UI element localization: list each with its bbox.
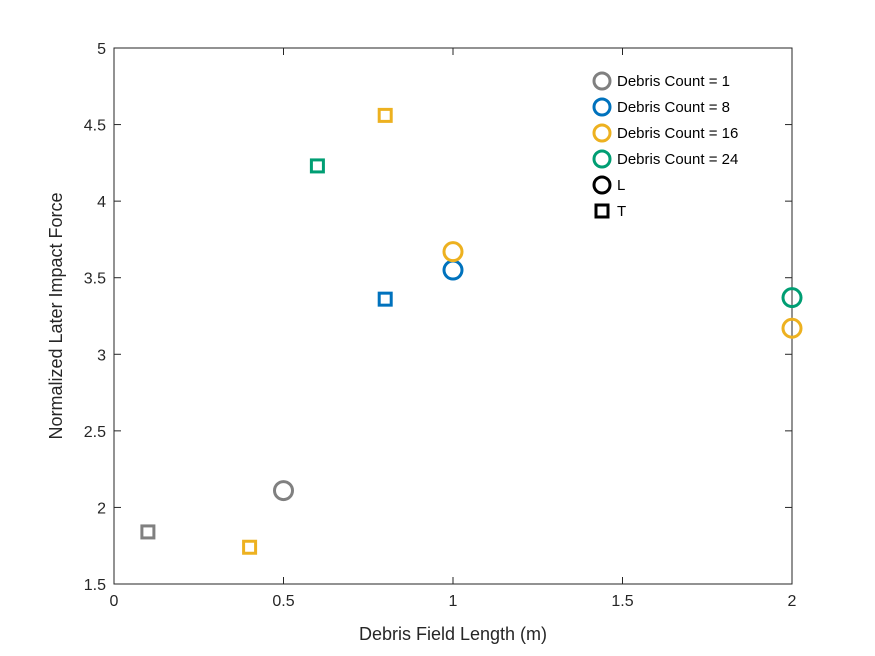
legend-marker-circle xyxy=(592,71,612,91)
x-tick-label: 2 xyxy=(788,593,797,610)
y-tick-label: 4.5 xyxy=(84,118,106,135)
legend-entry-label: Debris Count = 8 xyxy=(617,99,730,116)
x-axis-title: Debris Field Length (m) xyxy=(359,624,547,644)
y-tick-label: 1.5 xyxy=(84,577,106,594)
x-tick-label: 1.5 xyxy=(611,593,633,610)
data-point-circle xyxy=(781,287,803,309)
y-tick-label: 3 xyxy=(97,347,106,364)
data-points xyxy=(140,107,803,555)
x-tick-label: 0.5 xyxy=(272,593,294,610)
y-tick-label: 4 xyxy=(97,194,106,211)
data-point-circle xyxy=(442,241,464,263)
axis-ticks xyxy=(113,47,793,585)
legend-entry-label: T xyxy=(617,203,626,220)
legend-marker-square xyxy=(594,203,610,219)
data-point-square xyxy=(309,158,325,174)
y-tick-label: 2 xyxy=(97,500,106,517)
data-point-square xyxy=(140,524,156,540)
legend: Debris Count = 1 Debris Count = 8 Debris C… xyxy=(592,71,738,220)
legend-entry-label: Debris Count = 24 xyxy=(617,151,738,168)
data-point-square xyxy=(242,539,258,555)
y-tick-label: 5 xyxy=(97,41,106,58)
axis-tick-labels: 0 0.5 1 1.5 2 1.5 2 2.5 3 3.5 4 4.5 5 xyxy=(84,41,797,610)
legend-entry-label: Debris Count = 16 xyxy=(617,125,738,142)
data-point-circle xyxy=(781,317,803,339)
x-tick-label: 0 xyxy=(110,593,119,610)
legend-marker-circle xyxy=(592,175,612,195)
y-axis-title: Normalized Later Impact Force xyxy=(46,192,66,439)
legend-marker-circle xyxy=(592,123,612,143)
legend-entry-label: L xyxy=(617,177,625,194)
legend-marker-circle xyxy=(592,149,612,169)
data-point-square xyxy=(377,107,393,123)
data-point-square xyxy=(377,291,393,307)
data-point-circle xyxy=(273,480,294,502)
legend-marker-circle xyxy=(592,97,612,117)
legend-entry-label: Debris Count = 1 xyxy=(617,73,730,90)
x-tick-label: 1 xyxy=(449,593,458,610)
y-tick-label: 3.5 xyxy=(84,271,106,288)
y-tick-label: 2.5 xyxy=(84,424,106,441)
plot-area xyxy=(113,47,793,585)
